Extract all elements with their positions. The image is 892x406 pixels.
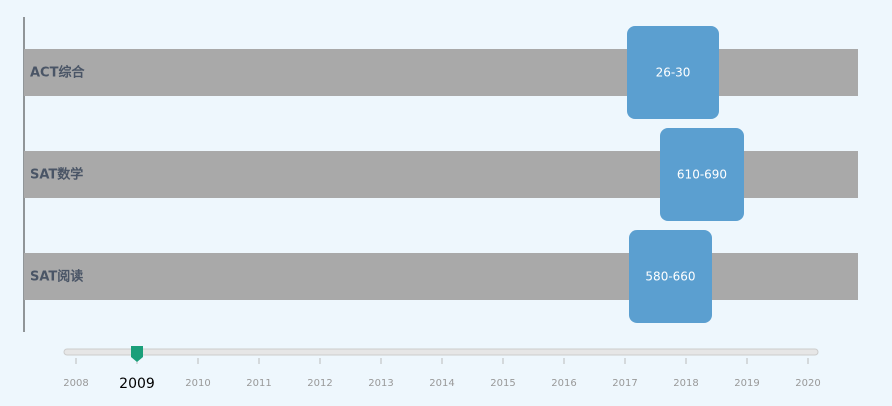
timeline-year[interactable]: 2011 — [246, 378, 271, 389]
timeline-year[interactable]: 2010 — [185, 378, 210, 389]
timeline-year[interactable]: 2013 — [368, 378, 393, 389]
row-bar — [24, 253, 858, 300]
timeline-year[interactable]: 2017 — [612, 378, 637, 389]
timeline-year[interactable]: 2009 — [119, 376, 155, 392]
timeline-year[interactable]: 2020 — [795, 378, 820, 389]
timeline-year[interactable]: 2019 — [734, 378, 759, 389]
range-label: 580-660 — [645, 270, 695, 284]
range-box — [660, 128, 744, 221]
timeline-year[interactable]: 2015 — [490, 378, 515, 389]
row-bar — [24, 49, 858, 96]
row-label: SAT数学 — [30, 167, 83, 183]
range-label: 610-690 — [677, 168, 727, 182]
timeline-year[interactable]: 2012 — [307, 378, 332, 389]
timeline-year[interactable]: 2014 — [429, 378, 454, 389]
timeline-year[interactable]: 2016 — [551, 378, 576, 389]
range-box — [627, 26, 719, 119]
row-label: SAT阅读 — [30, 269, 83, 285]
timeline-year[interactable]: 2018 — [673, 378, 698, 389]
timeline-marker[interactable] — [131, 346, 143, 362]
range-box — [629, 230, 712, 323]
row-label: ACT综合 — [30, 65, 85, 81]
timeline-track — [63, 348, 819, 356]
timeline-year[interactable]: 2008 — [63, 378, 88, 389]
range-label: 26-30 — [656, 66, 691, 80]
